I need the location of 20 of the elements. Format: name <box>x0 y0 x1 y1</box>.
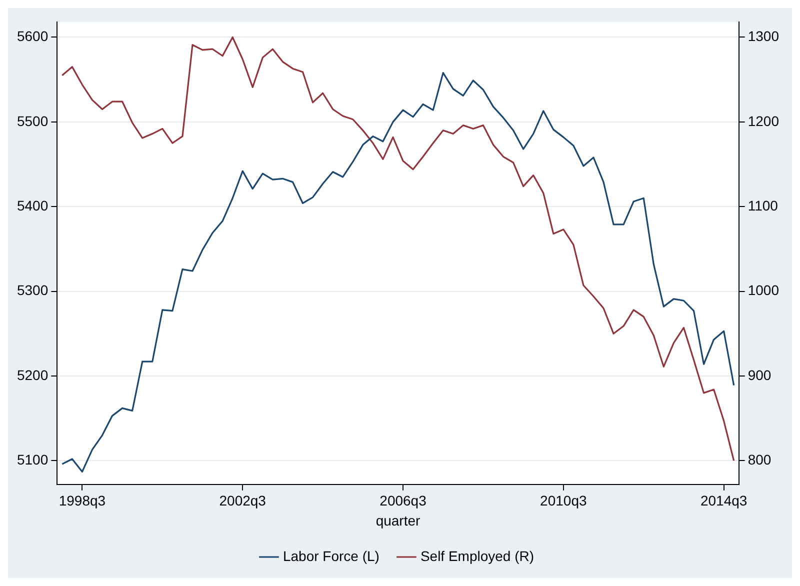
y-tick-label: 5500 <box>16 112 48 129</box>
x-tick-label: 2014q3 <box>700 492 748 509</box>
y-tick-label: 5400 <box>16 197 48 214</box>
y2-tick-label: 1100 <box>748 197 778 214</box>
y2-tick-label: 1200 <box>748 112 780 129</box>
x-tick-label: 2006q3 <box>380 492 427 509</box>
y2-tick-label: 1000 <box>748 282 780 298</box>
x-tick-label: 2002q3 <box>219 492 266 509</box>
y2-tick-label: 900 <box>748 366 772 383</box>
y-tick-label: 5100 <box>16 452 48 468</box>
y-tick-label: 5600 <box>16 28 48 44</box>
legend-label: Self Employed (R) <box>420 548 534 564</box>
y-tick-label: 5200 <box>16 366 48 383</box>
y2-tick-label: 1300 <box>748 28 780 44</box>
legend-label: Labor Force (L) <box>282 548 380 564</box>
y-tick-label: 5300 <box>16 282 48 298</box>
x-tick-label: 1998q3 <box>58 492 106 509</box>
y2-tick-label: 800 <box>748 452 772 468</box>
x-axis-title: quarter <box>376 512 421 528</box>
x-tick-label: 2010q3 <box>540 492 587 509</box>
